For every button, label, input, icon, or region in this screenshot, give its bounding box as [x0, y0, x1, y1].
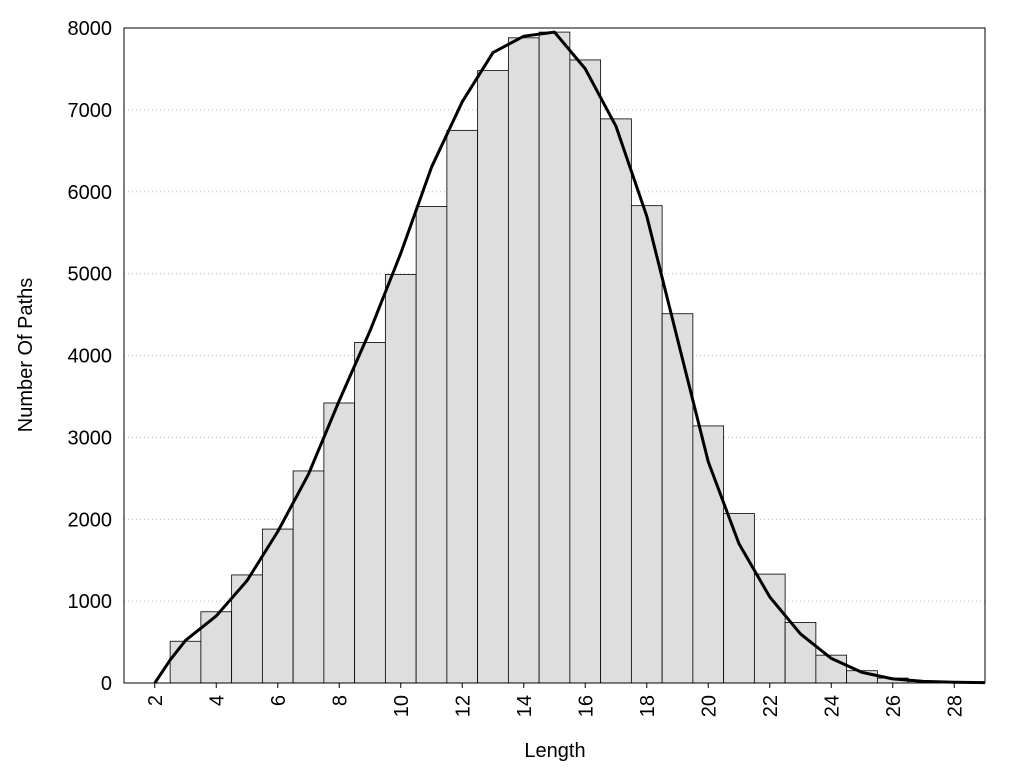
y-tick-label: 8000 — [68, 18, 113, 40]
bar — [446, 129, 479, 684]
y-tick-label: 5000 — [68, 264, 113, 286]
bar — [661, 313, 694, 684]
bar — [815, 654, 848, 684]
bar — [200, 611, 233, 684]
x-tick-label: 18 — [637, 695, 659, 717]
x-tick-label: 28 — [944, 695, 966, 717]
bar — [507, 37, 540, 684]
bar — [354, 341, 386, 684]
bar — [784, 622, 817, 684]
y-tick-label: 2000 — [68, 509, 113, 531]
y-tick-label: 1000 — [68, 591, 113, 613]
y-tick-label: 0 — [101, 673, 112, 695]
bar — [384, 274, 417, 684]
bar — [292, 470, 325, 684]
bar — [538, 31, 571, 684]
y-axis-label: Number Of Paths — [15, 278, 37, 433]
x-tick-label: 12 — [452, 695, 474, 717]
bar — [630, 205, 663, 684]
x-tick-label: 22 — [760, 695, 782, 717]
plot-frame — [123, 27, 986, 684]
x-tick-label: 16 — [575, 695, 597, 717]
x-axis-label: Length — [524, 740, 585, 762]
y-tick-label: 3000 — [68, 427, 113, 449]
x-tick-label: 8 — [329, 695, 351, 706]
bar — [723, 513, 755, 684]
bar — [169, 640, 202, 684]
bar — [569, 59, 602, 684]
x-tick-label: 24 — [821, 695, 843, 717]
bar — [415, 206, 448, 684]
y-tick-label: 4000 — [68, 346, 113, 368]
bar — [753, 573, 786, 684]
x-tick-label: 20 — [698, 695, 720, 717]
y-tick-label: 7000 — [68, 100, 113, 122]
x-tick-label: 10 — [391, 695, 413, 717]
bar — [323, 402, 356, 684]
x-tick-label: 2 — [145, 695, 167, 706]
bar — [477, 70, 509, 684]
x-tick-label: 4 — [206, 695, 228, 706]
bar — [600, 118, 632, 684]
x-tick-label: 6 — [268, 695, 290, 706]
y-tick-label: 6000 — [68, 182, 113, 204]
bar — [261, 528, 294, 684]
x-tick-label: 26 — [883, 695, 905, 717]
x-tick-label: 14 — [514, 695, 536, 717]
curve — [153, 30, 986, 685]
